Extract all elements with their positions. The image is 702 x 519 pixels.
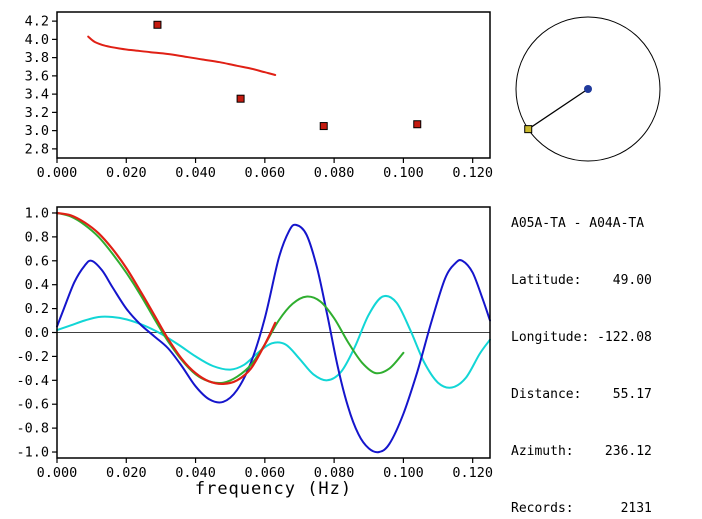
info-line-distance: Distance: 55.17 bbox=[511, 387, 652, 402]
x-tick-label: 0.120 bbox=[452, 465, 493, 481]
y-tick-label: -0.2 bbox=[16, 349, 49, 365]
x-tick-label: 0.020 bbox=[106, 465, 147, 481]
y-tick-label: -1.0 bbox=[16, 445, 49, 461]
x-tick-label: 0.080 bbox=[314, 465, 355, 481]
y-tick-label: 4.2 bbox=[25, 14, 49, 30]
x-tick-label: 0.040 bbox=[175, 165, 216, 181]
phase-velocity-plot: 0.000 0.020 0.040 0.060 0.080 0.100 0.120 2.8 3.… bbox=[25, 11, 493, 181]
x-tick-label: 0.040 bbox=[175, 465, 216, 481]
y-tick-label: 2.8 bbox=[25, 141, 49, 157]
info-line-records: Records: 2131 bbox=[511, 501, 652, 516]
y-tick-label: 0.8 bbox=[25, 229, 49, 245]
picked-velocity-point bbox=[413, 120, 422, 129]
red-trace bbox=[55, 211, 277, 386]
station-pair-title: A05A-TA - A04A-TA bbox=[511, 216, 645, 231]
dispersion-curve bbox=[87, 35, 277, 76]
axes-frame bbox=[56, 11, 491, 159]
azimuth-diagram bbox=[515, 16, 661, 162]
azimuth-line bbox=[527, 88, 589, 130]
info-line-azimuth: Azimuth: 236.12 bbox=[511, 444, 652, 459]
y-tick-label: 3.8 bbox=[25, 50, 49, 66]
correlation-plot: 0.000 0.020 0.040 0.060 0.080 0.100 0.120 -1.0 -… bbox=[16, 205, 493, 481]
x-tick-label: 0.100 bbox=[383, 465, 424, 481]
station-info-panel: A05A-TA - A04A-TA Latitude: 49.00 Longit… bbox=[511, 176, 652, 519]
y-tick-label: 3.2 bbox=[25, 105, 49, 121]
y-tick-label: 0.2 bbox=[25, 301, 49, 317]
x-axis-label: frequency (Hz) bbox=[194, 479, 353, 499]
y-tick-label: 4.0 bbox=[25, 32, 49, 48]
x-tick-label: 0.000 bbox=[37, 465, 78, 481]
x-tick-label: 0.100 bbox=[383, 165, 424, 181]
green-trace bbox=[56, 212, 405, 385]
y-tick-label: 3.0 bbox=[25, 123, 49, 139]
x-tick-label: 0.120 bbox=[452, 165, 493, 181]
info-line-longitude: Longitude: -122.08 bbox=[511, 330, 652, 345]
azimuth-circle bbox=[515, 16, 661, 162]
cyan-trace bbox=[56, 294, 491, 389]
x-tick-label: 0.060 bbox=[245, 165, 286, 181]
y-tick-label: 0.4 bbox=[25, 277, 49, 293]
picked-velocity-point bbox=[236, 94, 245, 103]
picked-velocity-point bbox=[319, 122, 328, 131]
x-tick-label: 0.060 bbox=[245, 465, 286, 481]
y-tick-label: -0.6 bbox=[16, 397, 49, 413]
center-station-dot bbox=[584, 85, 592, 93]
y-tick-label: 1.0 bbox=[25, 205, 49, 221]
pair-station-marker bbox=[524, 125, 533, 134]
y-tick-label: 3.6 bbox=[25, 68, 49, 84]
info-line-latitude: Latitude: 49.00 bbox=[511, 273, 652, 288]
y-tick-label: 3.4 bbox=[25, 87, 49, 103]
picked-velocity-point bbox=[153, 20, 162, 29]
y-tick-label: 0.6 bbox=[25, 253, 49, 269]
y-tick-label: 0.0 bbox=[25, 325, 49, 341]
x-tick-label: 0.020 bbox=[106, 165, 147, 181]
y-tick-label: -0.4 bbox=[16, 373, 49, 389]
x-tick-label: 0.000 bbox=[37, 165, 78, 181]
blue-trace bbox=[56, 223, 491, 454]
x-tick-label: 0.080 bbox=[314, 165, 355, 181]
y-tick-label: -0.8 bbox=[16, 421, 49, 437]
